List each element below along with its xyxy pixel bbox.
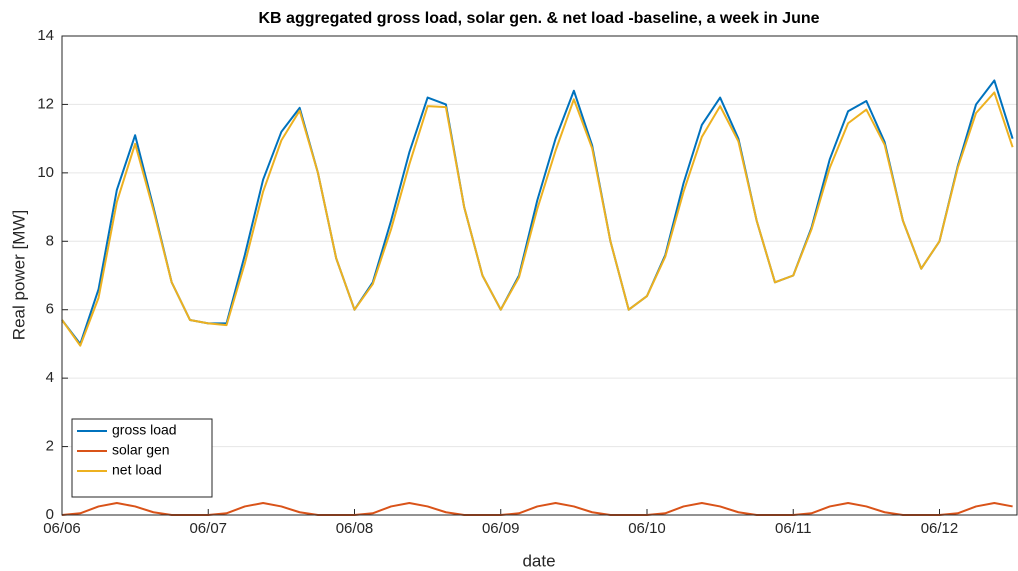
legend-label: net load bbox=[112, 462, 162, 478]
y-tick-label: 0 bbox=[46, 506, 54, 523]
y-tick-label: 12 bbox=[37, 95, 54, 112]
x-tick-label: 06/06 bbox=[43, 520, 81, 537]
y-tick-label: 4 bbox=[46, 369, 54, 386]
legend-label: solar gen bbox=[112, 442, 170, 458]
x-tick-label: 06/11 bbox=[775, 520, 811, 537]
legend: gross load solar gen net load bbox=[71, 418, 213, 498]
y-tick-label: 14 bbox=[37, 27, 54, 44]
y-tick-label: 2 bbox=[46, 438, 54, 455]
x-tick-label: 06/09 bbox=[482, 520, 520, 537]
x-tick-label: 06/08 bbox=[336, 520, 374, 537]
y-axis-label: Real power [MW] bbox=[9, 210, 28, 340]
y-tick-label: 8 bbox=[46, 232, 54, 249]
series-line bbox=[61, 502, 1013, 516]
y-tick-label: 10 bbox=[37, 164, 54, 181]
x-tick-label: 06/12 bbox=[921, 520, 959, 537]
series-line bbox=[61, 79, 1014, 345]
axes-box bbox=[61, 35, 1018, 516]
chart-title: KB aggregated gross load, solar gen. & n… bbox=[258, 10, 819, 27]
y-tick-label: 6 bbox=[46, 301, 54, 318]
x-tick-label: 06/07 bbox=[189, 520, 227, 537]
legend-label: gross load bbox=[112, 422, 177, 438]
x-axis-label: date bbox=[522, 551, 555, 570]
series-line bbox=[61, 91, 1014, 347]
x-tick-label: 06/10 bbox=[628, 520, 666, 537]
